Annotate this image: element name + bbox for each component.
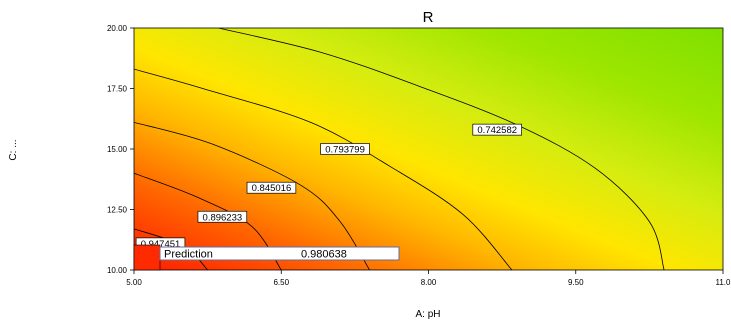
- contour-label-box: [197, 210, 248, 223]
- chart-title: R: [423, 9, 434, 26]
- contour-line: [134, 68, 513, 270]
- x-tick-label: 6.50: [273, 278, 289, 287]
- contour-label: 0.845016: [252, 183, 292, 194]
- axis-ticks: 5.00 6.50 8.00 9.50 11.0 10.00 12.50 15.00 17.50…: [107, 24, 731, 287]
- x-tick-label: 11.0: [716, 278, 731, 287]
- contour-label-box: [246, 181, 297, 194]
- contour-line: [134, 121, 370, 270]
- contour-label: 0.742582: [477, 125, 517, 136]
- x-tick-label: 8.00: [421, 278, 437, 287]
- y-tick-label: 17.50: [107, 85, 128, 94]
- y-tick-label: 12.50: [107, 206, 128, 215]
- contour-label-box: [320, 143, 370, 155]
- contour-label: 0.947451: [141, 239, 181, 250]
- prediction-value: 0.980638: [301, 249, 347, 261]
- y-tick-label: 20.00: [107, 24, 128, 33]
- prediction-marker: [133, 244, 161, 271]
- contour-label-box: [472, 123, 522, 136]
- prediction-label: Prediction: [164, 249, 213, 261]
- contour-labels: 0.742582 0.793799 0.845016 0.896233 0.947451: [135, 123, 522, 250]
- y-axis-label: C: ...: [8, 139, 19, 160]
- x-tick-label: 5.00: [126, 278, 142, 287]
- contour-label: 0.793799: [325, 145, 365, 156]
- y-tick-label: 15.00: [107, 145, 128, 154]
- contour-label: 0.896233: [203, 212, 243, 223]
- prediction-box[interactable]: Prediction 0.980638: [133, 244, 400, 271]
- y-tick-label: 10.00: [107, 266, 128, 275]
- plot-area: [134, 28, 723, 270]
- contour-line: [218, 28, 665, 270]
- prediction-label-box: [159, 246, 400, 261]
- x-axis-label: A: pH: [415, 309, 440, 320]
- x-tick-label: 9.50: [568, 278, 584, 287]
